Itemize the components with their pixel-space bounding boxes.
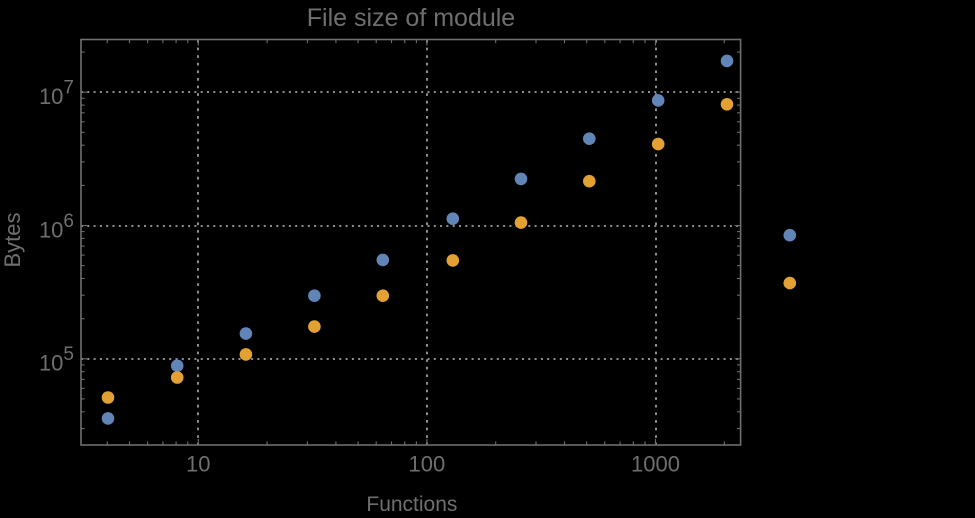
svg-text:100: 100 [409,451,446,476]
svg-text:1000: 1000 [631,451,680,476]
svg-text:10: 10 [186,451,210,476]
svg-text:Bytes: Bytes [0,212,25,267]
svg-text:File size of module: File size of module [307,4,515,32]
svg-text:Functions: Functions [366,493,457,513]
